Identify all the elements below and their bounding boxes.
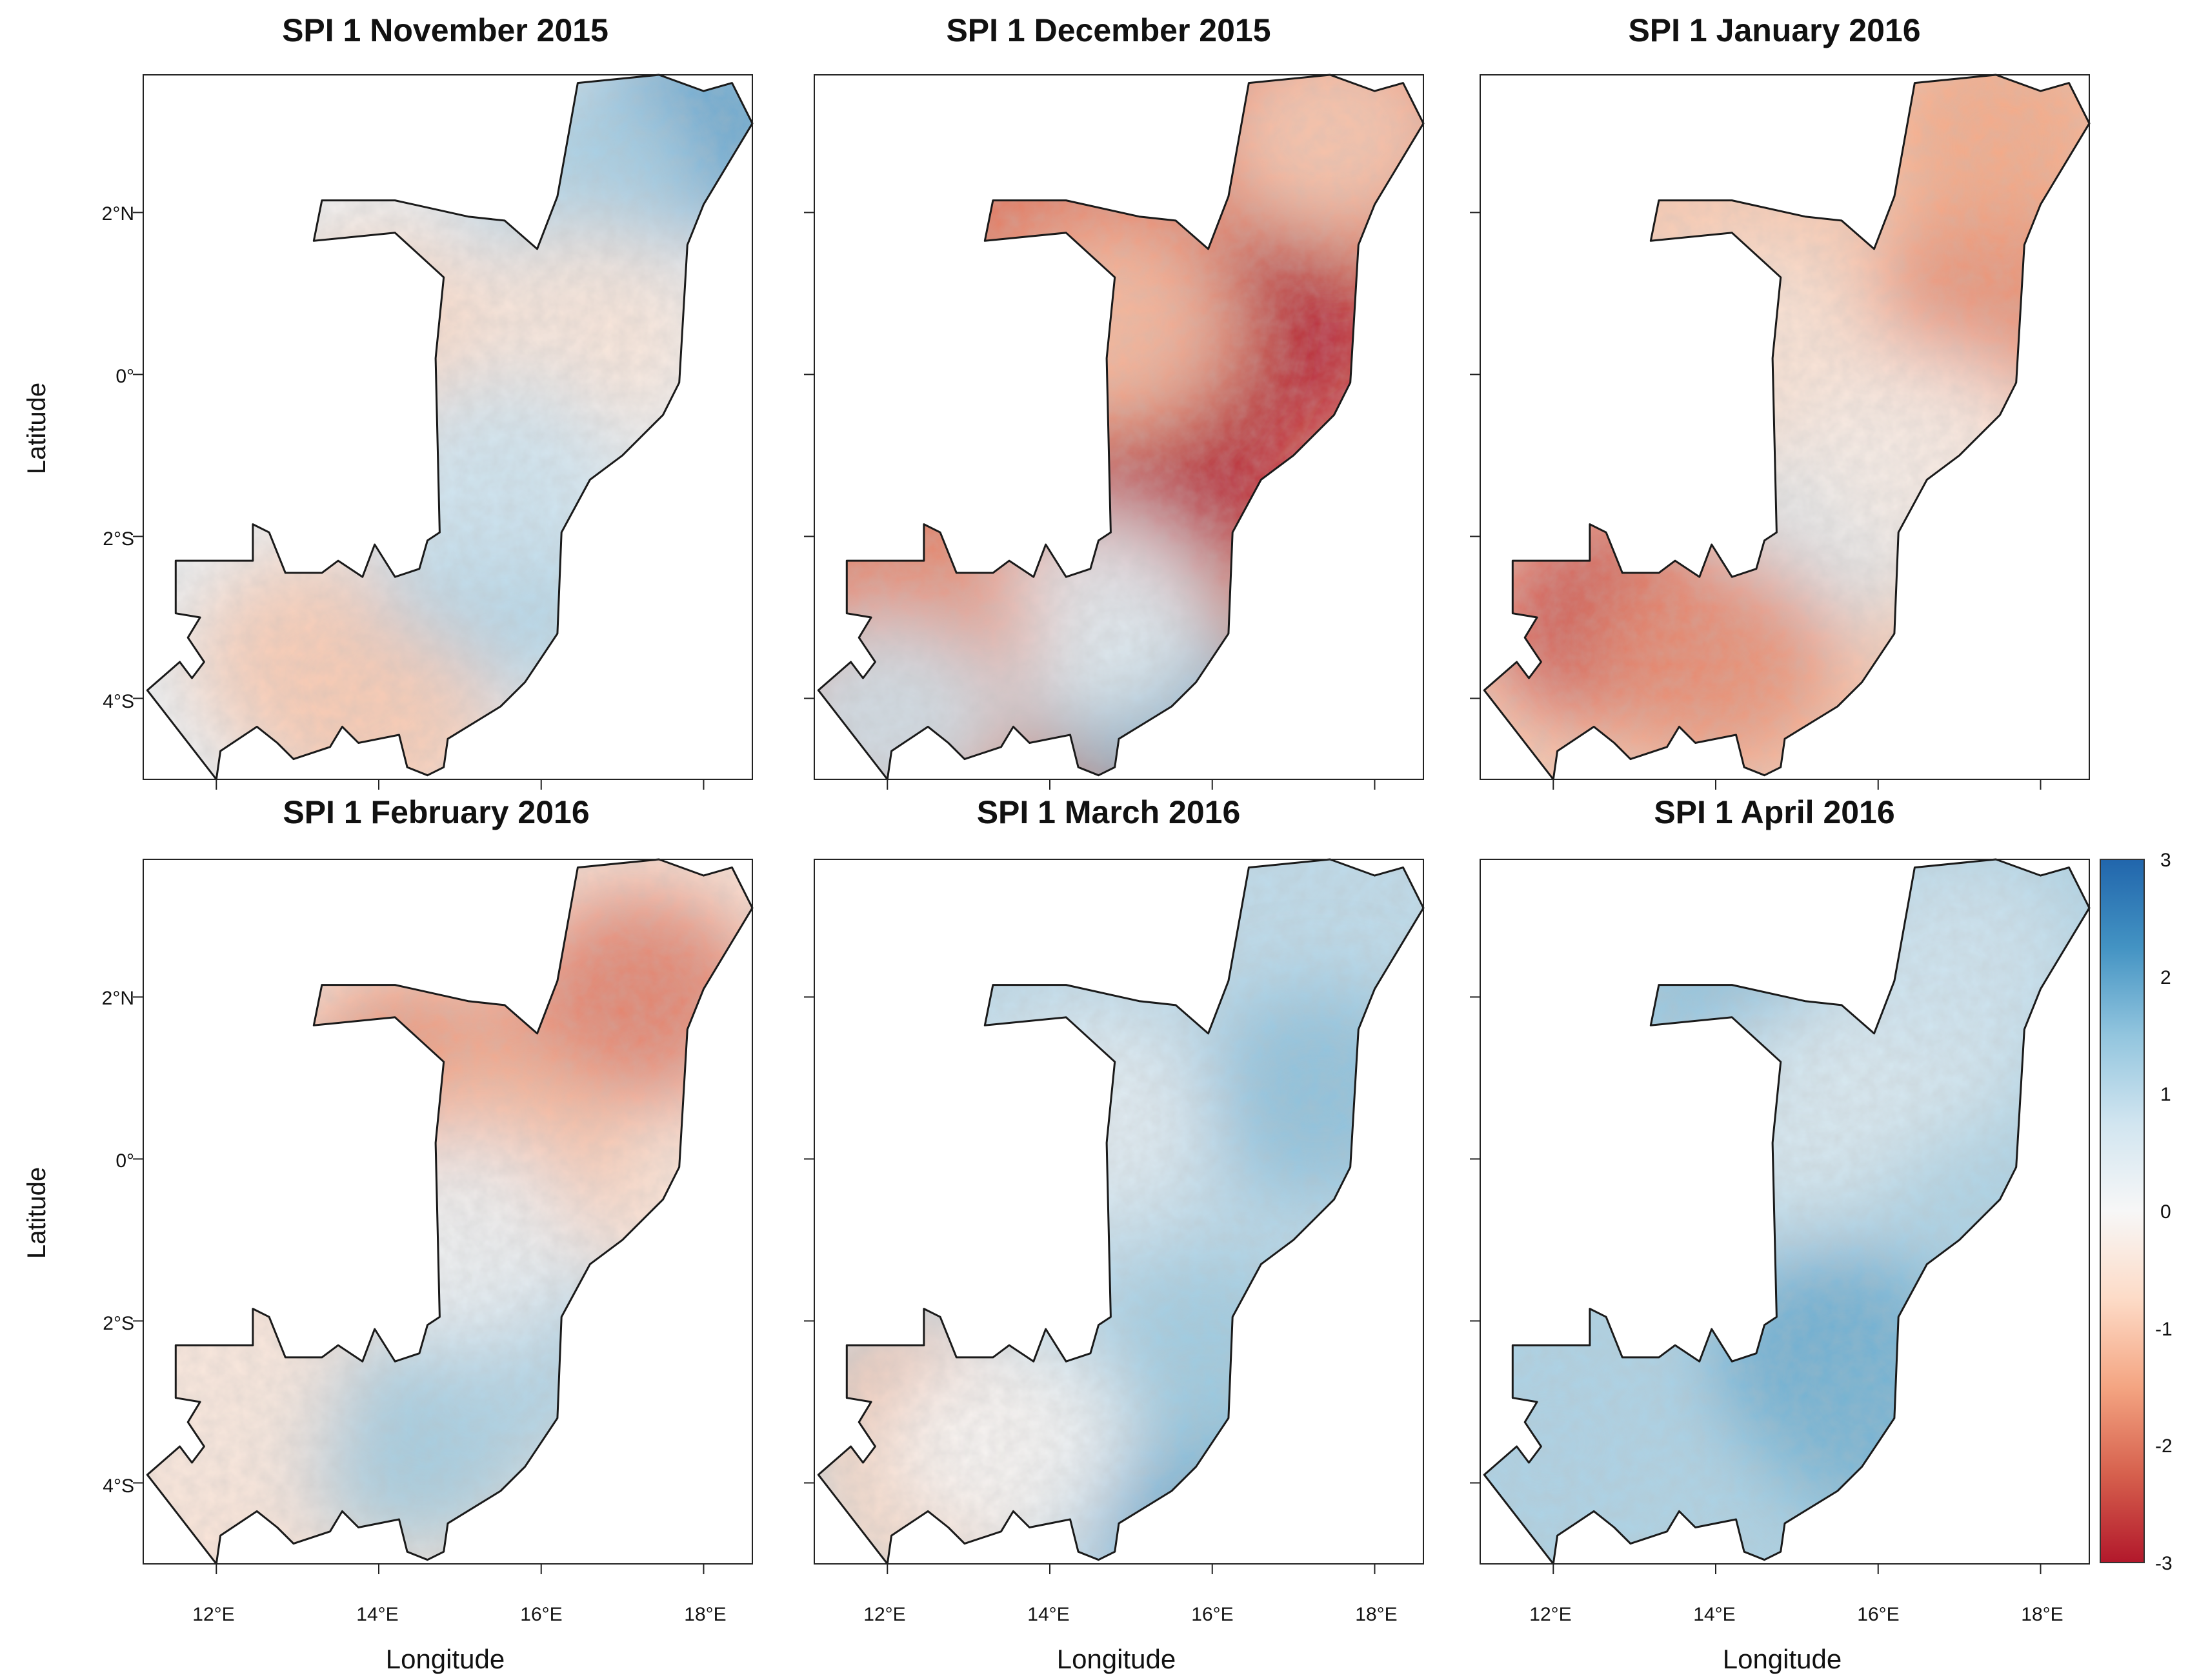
lon-tick-labels-middle: 12°E 14°E 16°E 18°E — [863, 1604, 1397, 1625]
lon-tick-label: 16°E — [1191, 1604, 1233, 1625]
texture — [143, 859, 752, 1564]
lon-tick-label: 16°E — [520, 1604, 562, 1625]
colorbar-tick-label: -1 — [2155, 1319, 2173, 1340]
spi-field — [814, 859, 1423, 1564]
panel-frame — [1480, 74, 2090, 780]
country-outline — [817, 858, 1425, 1565]
lon-tick-labels-left: 12°E 14°E 16°E 18°E — [192, 1604, 726, 1625]
colorbar-tick-label: 1 — [2160, 1084, 2171, 1105]
colorbar-tick-label: 0 — [2160, 1201, 2171, 1223]
map-panel-march-2016 — [804, 858, 1425, 1574]
lat-tick-label: 2°S — [103, 1313, 134, 1334]
x-axis-label-left: Longitude — [386, 1644, 505, 1674]
spi-field — [1480, 75, 2089, 779]
map-panel-april-2016 — [1470, 858, 2091, 1574]
panel-title-0: SPI 1 November 2015 — [282, 12, 608, 48]
map-panel-february-2016 — [133, 858, 754, 1574]
spi-field — [814, 75, 1423, 779]
x-axis-label-right: Longitude — [1723, 1644, 1842, 1674]
colorbar-tick-label: -3 — [2155, 1553, 2173, 1574]
panel-frame — [814, 859, 1424, 1565]
panel-title-4: SPI 1 March 2016 — [977, 794, 1241, 830]
country-outline — [817, 74, 1425, 781]
lat-tick-label: 0° — [115, 366, 134, 387]
panel-frame — [814, 74, 1424, 780]
lat-tick-label: 4°S — [103, 1475, 134, 1497]
texture — [143, 75, 752, 779]
colorbar-tick-label: -2 — [2155, 1435, 2173, 1457]
panel-frame — [143, 859, 753, 1565]
colorbar-ticks: 3 2 1 0 -1 -2 -3 — [2155, 850, 2173, 1574]
colorbar-gradient — [2100, 859, 2145, 1563]
lon-tick-label: 12°E — [192, 1604, 234, 1625]
panel-title-3: SPI 1 February 2016 — [283, 794, 589, 830]
lon-tick-label: 18°E — [684, 1604, 726, 1625]
lon-tick-label: 12°E — [1529, 1604, 1571, 1625]
spi-field — [143, 75, 753, 779]
map-panel-january-2016 — [1470, 74, 2091, 790]
texture — [814, 859, 1423, 1564]
panel-title-5: SPI 1 April 2016 — [1654, 794, 1894, 830]
spi-anomaly-blob — [1593, 551, 1839, 765]
lat-tick-label: 4°S — [103, 691, 134, 712]
colorbar-tick-label: 2 — [2160, 967, 2171, 988]
lon-tick-labels-right: 12°E 14°E 16°E 18°E — [1529, 1604, 2063, 1625]
spi-field — [1480, 859, 2089, 1564]
map-panel-november-2015 — [133, 74, 754, 790]
lon-tick-label: 18°E — [2021, 1604, 2063, 1625]
colorbar: 3 2 1 0 -1 -2 -3 — [2100, 850, 2173, 1574]
panel-title-1: SPI 1 December 2015 — [946, 12, 1270, 48]
texture — [814, 75, 1423, 779]
x-axis-label-middle: Longitude — [1057, 1644, 1176, 1674]
lat-tick-label: 0° — [115, 1150, 134, 1172]
lat-tick-labels-bottom: 2°N 0° 2°S 4°S — [102, 988, 134, 1497]
texture — [1480, 859, 2089, 1564]
texture — [1480, 75, 2089, 779]
lon-tick-label: 12°E — [863, 1604, 905, 1625]
panel-frame — [1480, 859, 2090, 1565]
y-axis-label-top: Latitude — [23, 383, 51, 474]
lon-tick-label: 16°E — [1857, 1604, 1899, 1625]
y-axis-label-bottom: Latitude — [23, 1167, 51, 1259]
lon-tick-label: 18°E — [1355, 1604, 1397, 1625]
country-outline — [1483, 858, 2091, 1565]
lat-tick-label: 2°S — [103, 528, 134, 550]
lat-tick-labels-top: 2°N 0° 2°S 4°S — [102, 203, 134, 712]
country-outline — [146, 858, 754, 1565]
country-outline — [1483, 74, 2091, 781]
spi-anomaly-blob — [256, 624, 502, 779]
lon-tick-label: 14°E — [1027, 1604, 1069, 1625]
spi-anomaly-blob — [887, 1335, 1132, 1549]
lat-tick-label: 2°N — [102, 203, 134, 225]
colorbar-tick-label: 3 — [2160, 850, 2171, 871]
country-outline — [146, 74, 754, 781]
spi-field — [143, 859, 753, 1564]
lat-tick-label: 2°N — [102, 988, 134, 1009]
lon-tick-label: 14°E — [356, 1604, 398, 1625]
map-panel-december-2015 — [804, 74, 1425, 790]
panel-frame — [143, 74, 753, 780]
panel-title-2: SPI 1 January 2016 — [1628, 12, 1920, 48]
lon-tick-label: 14°E — [1693, 1604, 1735, 1625]
